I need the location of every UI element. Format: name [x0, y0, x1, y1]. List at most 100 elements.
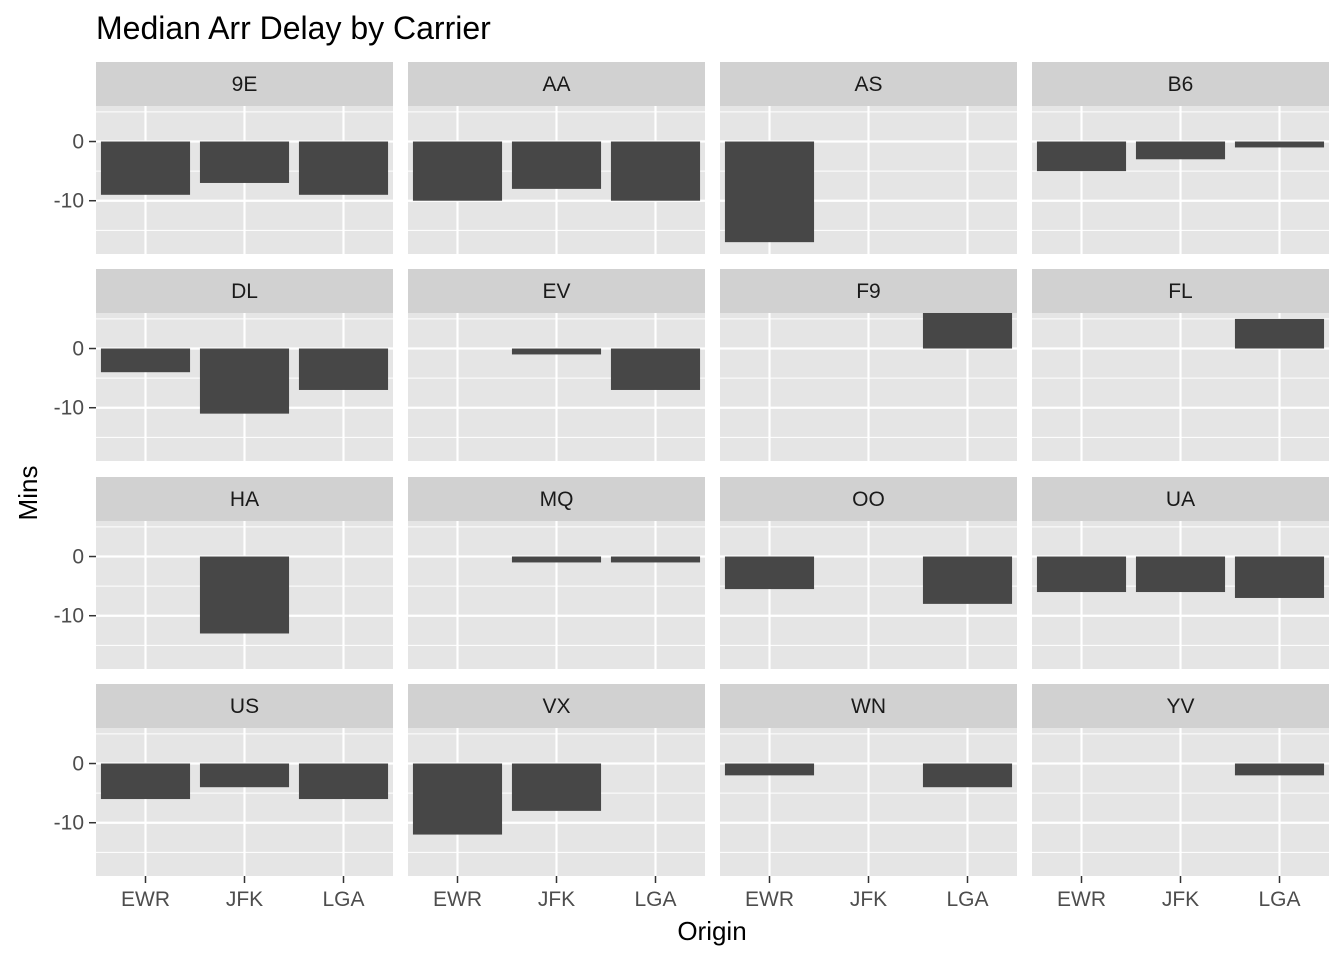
bar-fl-lga: [1234, 318, 1325, 349]
facet-strip: [720, 684, 1017, 728]
bar-us-lga: [298, 763, 389, 800]
bar-mq-jfk: [511, 556, 602, 563]
y-tick-label: -10: [54, 605, 84, 628]
y-tick-label: 0: [72, 131, 84, 154]
bar-ha-jfk: [199, 556, 290, 634]
facet-strip-label: YV: [1166, 695, 1194, 718]
x-tick-label: LGA: [1258, 888, 1300, 911]
bar-aa-jfk: [511, 141, 602, 189]
bar-aa-ewr: [412, 141, 503, 201]
facet-panels: 9E -10 0 AA AS B6 DL -10 0 EV F9 FL HA -10 0 MQ OO UA US -1…: [54, 62, 1329, 911]
facet-strip: [96, 62, 393, 106]
facet-panel-fl: FL: [1032, 269, 1329, 461]
bar-ua-jfk: [1135, 556, 1226, 593]
y-tick-label: -10: [54, 397, 84, 420]
bar-9e-ewr: [100, 141, 191, 195]
y-tick-label: 0: [72, 338, 84, 361]
facet-panel-aa: AA: [408, 62, 705, 254]
facet-strip-label: HA: [230, 488, 259, 511]
facet-strip-label: UA: [1166, 488, 1195, 511]
facet-strip: [1032, 269, 1329, 313]
facet-strip: [720, 62, 1017, 106]
facet-strip-label: OO: [852, 488, 885, 511]
chart-title: Median Arr Delay by Carrier: [96, 10, 491, 46]
facet-panel-ua: UA: [1032, 477, 1329, 669]
x-tick-label: EWR: [1057, 888, 1106, 911]
bar-as-ewr: [724, 141, 815, 243]
x-tick-label: JFK: [850, 888, 887, 911]
facet-panel-us: US -10 0 EWR JFK LGA: [54, 684, 393, 911]
facet-strip: [1032, 684, 1329, 728]
y-tick-label: 0: [72, 546, 84, 569]
bar-9e-lga: [298, 141, 389, 195]
bar-dl-jfk: [199, 348, 290, 414]
x-tick-label: JFK: [226, 888, 263, 911]
facet-panel-wn: WN EWR JFK LGA: [720, 684, 1017, 911]
facet-strip-label: VX: [542, 695, 570, 718]
facet-strip: [408, 62, 705, 106]
facet-strip: [720, 477, 1017, 521]
bar-ua-ewr: [1036, 556, 1127, 593]
facet-panel-mq: MQ: [408, 477, 705, 669]
facet-strip: [1032, 62, 1329, 106]
bar-vx-jfk: [511, 763, 602, 811]
facet-strip-label: WN: [851, 695, 886, 718]
facet-panel-f9: F9: [720, 269, 1017, 461]
bar-b6-lga: [1234, 141, 1325, 148]
facet-panel-vx: VX EWR JFK LGA: [408, 684, 705, 911]
facet-panel-dl: DL -10 0: [54, 269, 393, 461]
facet-strip-label: DL: [231, 280, 258, 303]
facet-strip-label: AA: [542, 73, 570, 96]
bar-ua-lga: [1234, 556, 1325, 598]
facet-strip-label: EV: [542, 280, 570, 303]
bar-us-jfk: [199, 763, 290, 788]
facet-strip: [96, 684, 393, 728]
bar-wn-ewr: [724, 763, 815, 776]
facet-strip-label: US: [230, 695, 259, 718]
x-tick-label: EWR: [121, 888, 170, 911]
facet-strip: [96, 477, 393, 521]
y-tick-label: -10: [54, 190, 84, 213]
x-tick-label: LGA: [322, 888, 364, 911]
x-tick-label: JFK: [1162, 888, 1199, 911]
bar-mq-lga: [610, 556, 701, 563]
facet-panel-b6: B6: [1032, 62, 1329, 254]
facet-strip-label: AS: [854, 73, 882, 96]
y-tick-label: 0: [72, 753, 84, 776]
bar-vx-ewr: [412, 763, 503, 835]
bar-aa-lga: [610, 141, 701, 201]
facet-strip: [720, 269, 1017, 313]
bar-ev-jfk: [511, 348, 602, 355]
bar-oo-lga: [922, 556, 1013, 604]
bar-f9-lga: [922, 313, 1013, 349]
facet-panel-ev: EV: [408, 269, 705, 461]
facet-strip: [408, 269, 705, 313]
facet-strip: [408, 684, 705, 728]
x-tick-label: EWR: [745, 888, 794, 911]
bar-oo-ewr: [724, 556, 815, 590]
x-tick-label: EWR: [433, 888, 482, 911]
bar-dl-ewr: [100, 348, 191, 373]
facet-strip-label: B6: [1168, 73, 1194, 96]
facet-panel-ha: HA -10 0: [54, 477, 393, 669]
facet-strip-label: 9E: [232, 73, 258, 96]
bar-dl-lga: [298, 348, 389, 390]
bar-ev-lga: [610, 348, 701, 390]
bar-b6-ewr: [1036, 141, 1127, 172]
facet-panel-yv: YV EWR JFK LGA: [1032, 684, 1329, 911]
facet-panel-as: AS: [720, 62, 1017, 254]
facet-strip-label: MQ: [540, 488, 574, 511]
bar-us-ewr: [100, 763, 191, 800]
facet-strip: [408, 477, 705, 521]
y-axis-title: Mins: [13, 466, 43, 521]
x-axis-title: Origin: [677, 916, 746, 946]
facet-panel-oo: OO: [720, 477, 1017, 669]
bar-b6-jfk: [1135, 141, 1226, 160]
facet-strip-label: FL: [1168, 280, 1193, 303]
bar-9e-jfk: [199, 141, 290, 183]
x-tick-label: LGA: [946, 888, 988, 911]
facet-strip-label: F9: [856, 280, 881, 303]
x-tick-label: JFK: [538, 888, 575, 911]
facet-strip: [1032, 477, 1329, 521]
